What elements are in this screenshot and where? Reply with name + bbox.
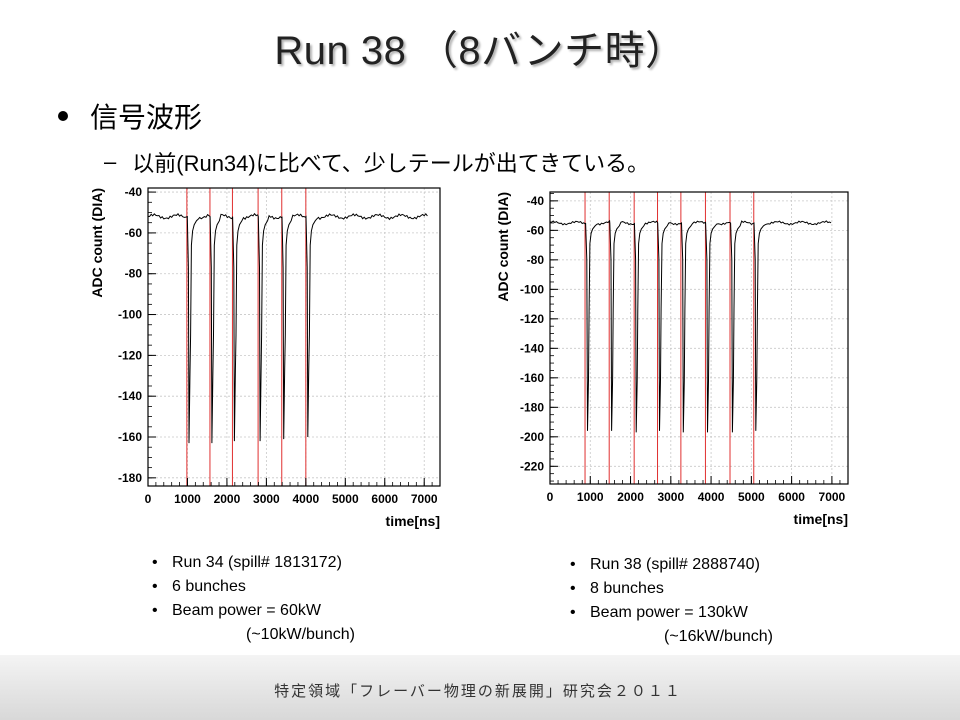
run34-info-list: Run 34 (spill# 1813172) 6 bunches Beam p… (150, 551, 355, 647)
info-run38-per-bunch: (~16kW/bunch) (664, 628, 773, 645)
x-tick-label: 2000 (214, 492, 241, 506)
bullet-dot-icon (58, 111, 68, 121)
waveform-series-line (549, 219, 832, 433)
chart-svg-right: 0 1000 2000 3000 4000 5000 6000 7000 -40 -60 -80 -1… (495, 191, 849, 527)
info-run34-bunches: 6 bunches (150, 575, 355, 599)
x-tick-label: 7000 (411, 492, 438, 506)
x-tick-label: 1000 (577, 490, 604, 504)
y-tick-label: -160 (520, 371, 544, 385)
y-tick-label: -180 (118, 471, 142, 485)
y-tick-label: -160 (118, 430, 142, 444)
sub-bullet-item: – 以前(Run34)に比べて、少しテールが出てきている。 (104, 146, 649, 178)
plot-frame (549, 191, 849, 485)
y-tick-label: -220 (520, 459, 544, 473)
info-run38-bunches: 8 bunches (568, 577, 773, 601)
info-run34-per-bunch: (~10kW/bunch) (246, 626, 355, 643)
x-tick-label: 3000 (253, 492, 280, 506)
y-tick-label: -40 (527, 194, 545, 208)
x-tick-label: 5000 (738, 490, 765, 504)
plot-area (148, 188, 440, 486)
footer-text: 特定領域「フレーバー物理の新展開」研究会２０１１ (274, 683, 682, 700)
x-tick-label: 3000 (657, 490, 684, 504)
y-tick-label: -140 (118, 389, 142, 403)
y-tick-label: -120 (118, 348, 142, 362)
plot-frame (147, 187, 441, 487)
y-tick-label: -100 (118, 308, 142, 322)
info-run38-beam-power: Beam power = 130kW (568, 601, 773, 625)
bullet-item-signal-waveform: 信号波形 (58, 96, 202, 136)
x-tick-label: 4000 (292, 492, 319, 506)
sub-bullet-dash: – (104, 149, 117, 174)
y-tick-label: -140 (520, 341, 544, 355)
bullet-text: 信号波形 (90, 102, 203, 133)
info-run38-spill: Run 38 (spill# 2888740) (568, 553, 773, 577)
sub-bullet-text: 以前(Run34)に比べて、少しテールが出てきている。 (132, 151, 650, 176)
x-axis-title: time[ns] (794, 511, 848, 527)
plot-area (550, 192, 848, 484)
y-tick-label: -120 (520, 312, 544, 326)
y-axis-title: ADC count (DIA) (89, 188, 105, 298)
run38-info-list: Run 38 (spill# 2888740) 8 bunches Beam p… (568, 553, 773, 649)
chart-run38-waveform: 0 1000 2000 3000 4000 5000 6000 7000 -40 -60 -80 -1… (488, 180, 868, 540)
footer-bar: 特定領域「フレーバー物理の新展開」研究会２０１１ (0, 655, 960, 720)
y-tick-label: -180 (520, 400, 544, 414)
slide-title: Run 38 （8バンチ時） (274, 29, 686, 73)
info-run34-beam-power: Beam power = 60kW (150, 599, 355, 623)
x-tick-label: 4000 (698, 490, 725, 504)
y-tick-label: -200 (520, 430, 544, 444)
x-tick-label: 6000 (371, 492, 398, 506)
waveform-series-line (147, 212, 428, 444)
x-tick-label: 1000 (174, 492, 201, 506)
y-tick-label: -80 (527, 253, 545, 267)
x-tick-label: 2000 (617, 490, 644, 504)
y-tick-label: -80 (125, 267, 143, 281)
y-tick-label: -100 (520, 282, 544, 296)
x-axis-title: time[ns] (386, 513, 440, 529)
chart-svg-left: 0 1000 2000 3000 4000 5000 6000 7000 -40 -60 -80 -1… (89, 185, 441, 529)
chart-run34-waveform: 0 1000 2000 3000 4000 5000 6000 7000 -40 -60 -80 -1… (80, 180, 460, 540)
x-tick-label: 5000 (332, 492, 359, 506)
y-tick-label: -60 (125, 226, 143, 240)
x-tick-label: 0 (547, 490, 554, 504)
info-run34-spill: Run 34 (spill# 1813172) (150, 551, 355, 575)
x-tick-label: 0 (145, 492, 152, 506)
y-axis-title: ADC count (DIA) (495, 192, 511, 302)
x-tick-label: 6000 (778, 490, 805, 504)
y-tick-label: -60 (527, 223, 545, 237)
x-tick-label: 7000 (819, 490, 846, 504)
y-tick-label: -40 (125, 185, 143, 199)
